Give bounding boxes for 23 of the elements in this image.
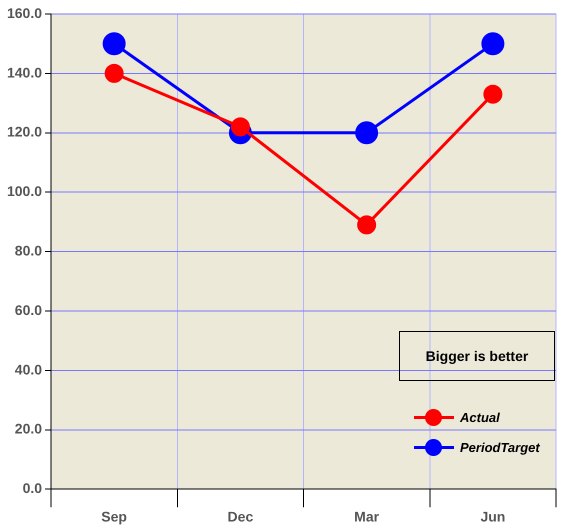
legend-label: Actual bbox=[460, 410, 500, 424]
y-tick-label: 80.0 bbox=[14, 242, 42, 258]
x-tick-label: Jun bbox=[480, 508, 506, 524]
y-tick-label: 100.0 bbox=[6, 183, 42, 200]
y-tick-label: 120.0 bbox=[6, 124, 42, 140]
point bbox=[355, 121, 378, 144]
y-tick-label: 20.0 bbox=[14, 420, 42, 437]
point bbox=[230, 117, 250, 136]
annotation: Bigger is better bbox=[399, 331, 555, 381]
x-tick-label: Sep bbox=[101, 508, 127, 524]
point bbox=[483, 84, 502, 104]
legend-label: PeriodTarget bbox=[460, 440, 540, 454]
y-tick-label: 140.0 bbox=[6, 64, 42, 80]
x-tick-label: Dec bbox=[228, 508, 254, 524]
point bbox=[481, 32, 504, 56]
y-tick-label: 0.0 bbox=[22, 480, 42, 496]
point bbox=[104, 64, 124, 83]
y-tick-label: 60.0 bbox=[14, 302, 42, 318]
point bbox=[102, 32, 126, 56]
point bbox=[357, 215, 376, 234]
y-tick-label: 40.0 bbox=[14, 361, 42, 378]
y-tick-label: 160.0 bbox=[6, 4, 42, 21]
x-tick-label: Mar bbox=[354, 508, 380, 524]
